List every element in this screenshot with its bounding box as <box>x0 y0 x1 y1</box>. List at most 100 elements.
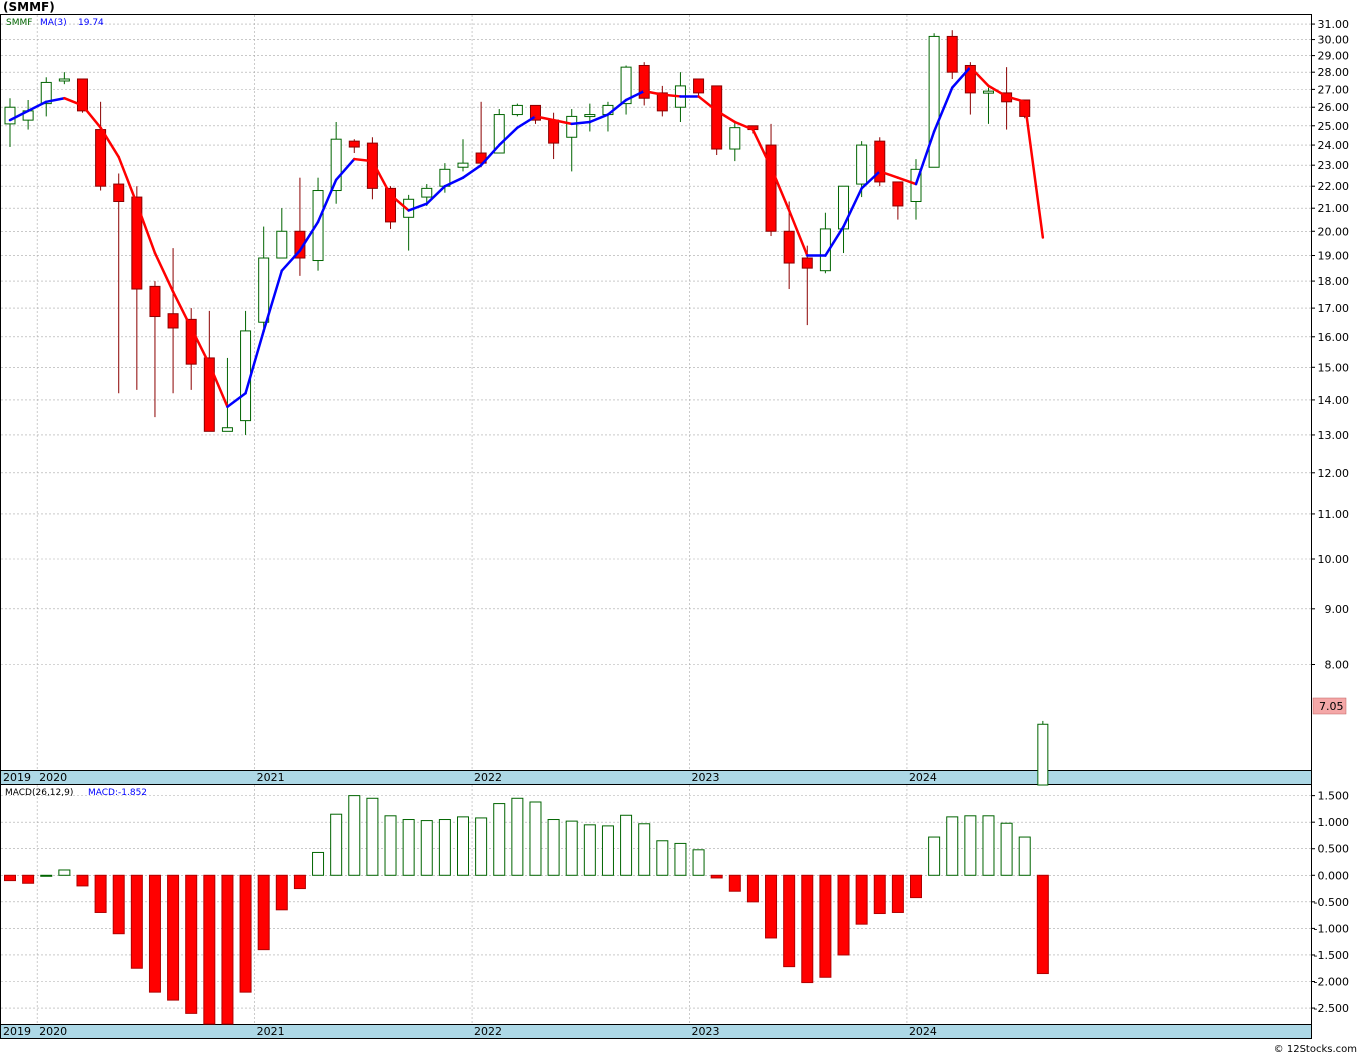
price-year-label: 2022 <box>474 771 502 784</box>
candle-body <box>982 90 994 94</box>
candle-body <box>910 168 922 202</box>
macd-bar <box>638 823 651 876</box>
macd-year-label: 2023 <box>692 1025 720 1038</box>
ma-segment <box>715 109 737 124</box>
macd-bar <box>257 874 270 951</box>
macd-bar <box>40 874 53 877</box>
macd-bar <box>293 874 306 890</box>
ma-segment <box>950 65 972 89</box>
ma-segment <box>298 220 320 252</box>
macd-bar <box>819 874 832 978</box>
price-tick-label: 27.00 <box>1318 83 1350 96</box>
price-tick-label: 16.00 <box>1318 331 1350 344</box>
legend-ma-label: MA(3) <box>40 18 67 28</box>
candle-body <box>620 66 632 105</box>
price-grid <box>1 15 1311 770</box>
candle-body <box>729 127 741 150</box>
candle-body <box>221 427 233 432</box>
macd-bar <box>312 851 325 876</box>
macd-grid <box>1 785 1311 1024</box>
candle-body <box>1037 723 1049 786</box>
ma-segment <box>751 128 773 169</box>
candle-body <box>131 196 143 290</box>
legend-symbol: SMMF <box>6 18 32 28</box>
macd-year-label: 2020 <box>39 1025 67 1038</box>
price-tick-label: 26.00 <box>1318 101 1350 114</box>
macd-year-label: 2019 <box>3 1025 31 1038</box>
macd-year-label: 2022 <box>474 1025 502 1038</box>
ma-segment <box>896 176 918 186</box>
candle-body <box>76 78 88 112</box>
macd-bar <box>891 874 904 913</box>
macd-bar <box>620 814 633 876</box>
candle-body <box>511 104 523 116</box>
ma-segment <box>389 193 410 212</box>
ma-segment <box>552 118 573 126</box>
macd-bar <box>928 836 941 876</box>
candle-body <box>276 230 288 259</box>
ma-segment <box>987 84 1008 98</box>
candle-body <box>203 357 215 432</box>
price-tick-label: 25.00 <box>1318 120 1350 133</box>
price-tick-label: 11.00 <box>1318 508 1350 521</box>
ma-segment <box>81 104 102 129</box>
ma-segment <box>171 290 193 330</box>
candle-body <box>964 64 976 94</box>
candle-body <box>258 257 270 323</box>
ma-segment <box>280 249 302 272</box>
macd-bar <box>946 816 959 876</box>
ma-segment <box>606 98 628 116</box>
macd-bar <box>384 815 397 876</box>
price-tick-label: 28.00 <box>1318 66 1350 79</box>
ma-segment <box>26 100 48 113</box>
ma-segment <box>1023 100 1045 239</box>
macd-bar <box>112 874 125 935</box>
ma-segment <box>769 166 791 212</box>
ma-segment <box>371 159 392 197</box>
ma-segment <box>479 143 501 167</box>
ma-segment <box>44 96 66 104</box>
candle-body <box>58 78 70 82</box>
macd-bar <box>148 874 161 993</box>
price-y-axis: 31.00 30.00 29.00 28.00 27.00 26.00 25.00 24.00… <box>1311 18 1349 671</box>
macd-bar <box>692 849 705 876</box>
macd-bar <box>22 874 35 884</box>
macd-bar <box>348 795 361 876</box>
macd-bar <box>167 874 180 1001</box>
price-tick-label: 12.00 <box>1318 467 1350 480</box>
candle-body <box>113 183 125 202</box>
ma-segment <box>443 176 465 188</box>
macd-year-label: 2021 <box>257 1025 285 1038</box>
macd-bar <box>203 874 216 1025</box>
macd-bar <box>438 819 451 876</box>
ma-segment <box>624 89 646 102</box>
ma-segment <box>570 120 592 126</box>
macd-bar <box>728 874 741 892</box>
candle-body <box>638 64 650 99</box>
macd-tick-label: -2.000 <box>1314 976 1349 989</box>
ma-segment <box>534 115 555 122</box>
candle-body <box>330 138 342 192</box>
price-year-label: 2020 <box>39 771 67 784</box>
price-year-label: 2021 <box>257 771 285 784</box>
macd-x-axis: 2019 2020 2021 2022 2023 2024 <box>3 1025 937 1038</box>
candle-body <box>366 142 378 189</box>
candle-body <box>529 104 541 121</box>
macd-bar <box>239 874 252 993</box>
price-tick-label: 8.00 <box>1325 658 1350 671</box>
macd-year-band <box>0 1024 1312 1039</box>
ma-segment <box>208 362 229 408</box>
ma-segment <box>878 170 900 179</box>
candle-body <box>149 285 161 318</box>
ma-segment <box>353 157 374 163</box>
candle-body <box>711 85 723 150</box>
macd-bar <box>855 874 868 925</box>
macd-tick-label: 0.000 <box>1318 869 1350 882</box>
macd-bar <box>94 874 107 913</box>
candle-body <box>656 92 668 112</box>
macd-bar <box>765 874 778 939</box>
macd-bar <box>529 801 542 876</box>
macd-bar <box>801 874 814 984</box>
price-tick-label: 18.00 <box>1318 275 1350 288</box>
price-year-band <box>0 770 1312 785</box>
